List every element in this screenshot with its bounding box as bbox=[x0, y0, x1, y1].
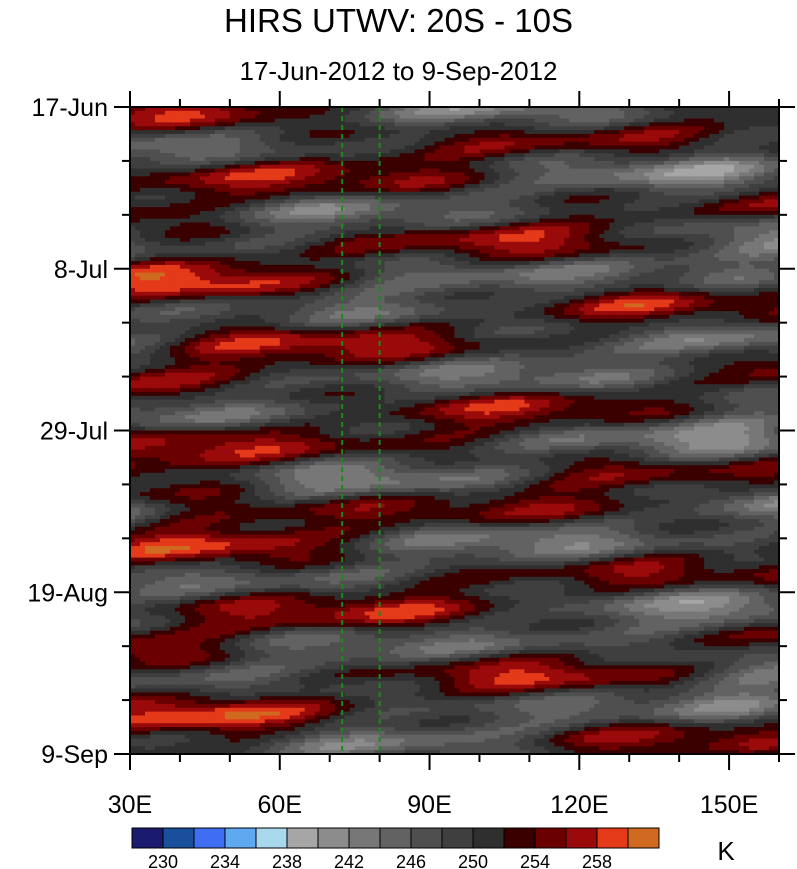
chart-subtitle: 17-Jun-2012 to 9-Sep-2012 bbox=[0, 56, 797, 87]
colorbar-box bbox=[162, 827, 195, 849]
colorbar-label: 230 bbox=[148, 852, 178, 869]
colorbar-box bbox=[348, 827, 381, 849]
y-tick-label: 17-Jun bbox=[32, 94, 108, 122]
colorbar-box bbox=[255, 827, 288, 849]
colorbar-box bbox=[317, 827, 350, 849]
colorbar-label: 242 bbox=[334, 852, 364, 869]
colorbar-box bbox=[193, 827, 226, 849]
colorbar-box bbox=[441, 827, 474, 849]
y-tick-label: 8-Jul bbox=[54, 256, 108, 284]
colorbar-box bbox=[565, 827, 598, 849]
colorbar-box bbox=[472, 827, 505, 849]
colorbar-box bbox=[410, 827, 443, 849]
colorbar-box bbox=[627, 827, 660, 849]
colorbar-box bbox=[596, 827, 629, 849]
colorbar-box bbox=[224, 827, 257, 849]
contour-field bbox=[130, 107, 779, 754]
y-tick-label: 29-Jul bbox=[40, 418, 108, 446]
x-tick-label: 30E bbox=[108, 791, 152, 819]
x-tick-label: 120E bbox=[550, 791, 608, 819]
colorbar-unit: K bbox=[717, 836, 735, 866]
colorbar-label: 246 bbox=[396, 852, 426, 869]
colorbar-box bbox=[503, 827, 536, 849]
colorbar-label: 238 bbox=[272, 852, 302, 869]
chart-title: HIRS UTWV: 20S - 10S bbox=[0, 2, 797, 40]
y-axis: 17-Jun 8-Jul 29-Jul 19-Aug 9-Sep bbox=[27, 94, 795, 769]
x-tick-label: 150E bbox=[700, 791, 758, 819]
colorbar-label: 254 bbox=[520, 852, 550, 869]
colorbar: 230 234 238 242 246 250 254 258 K bbox=[131, 827, 735, 869]
x-axis: 30E 60E 90E 120E 150E bbox=[108, 91, 780, 819]
colorbar-label: 258 bbox=[582, 852, 612, 869]
colorbar-label: 234 bbox=[210, 852, 240, 869]
colorbar-box bbox=[534, 827, 567, 849]
x-tick-label: 90E bbox=[407, 791, 451, 819]
colorbar-box bbox=[286, 827, 319, 849]
colorbar-label: 250 bbox=[458, 852, 488, 869]
colorbar-box bbox=[131, 827, 164, 849]
colorbar-box bbox=[379, 827, 412, 849]
y-tick-label: 9-Sep bbox=[41, 741, 108, 769]
y-tick-label: 19-Aug bbox=[27, 579, 108, 607]
x-tick-label: 60E bbox=[258, 791, 302, 819]
